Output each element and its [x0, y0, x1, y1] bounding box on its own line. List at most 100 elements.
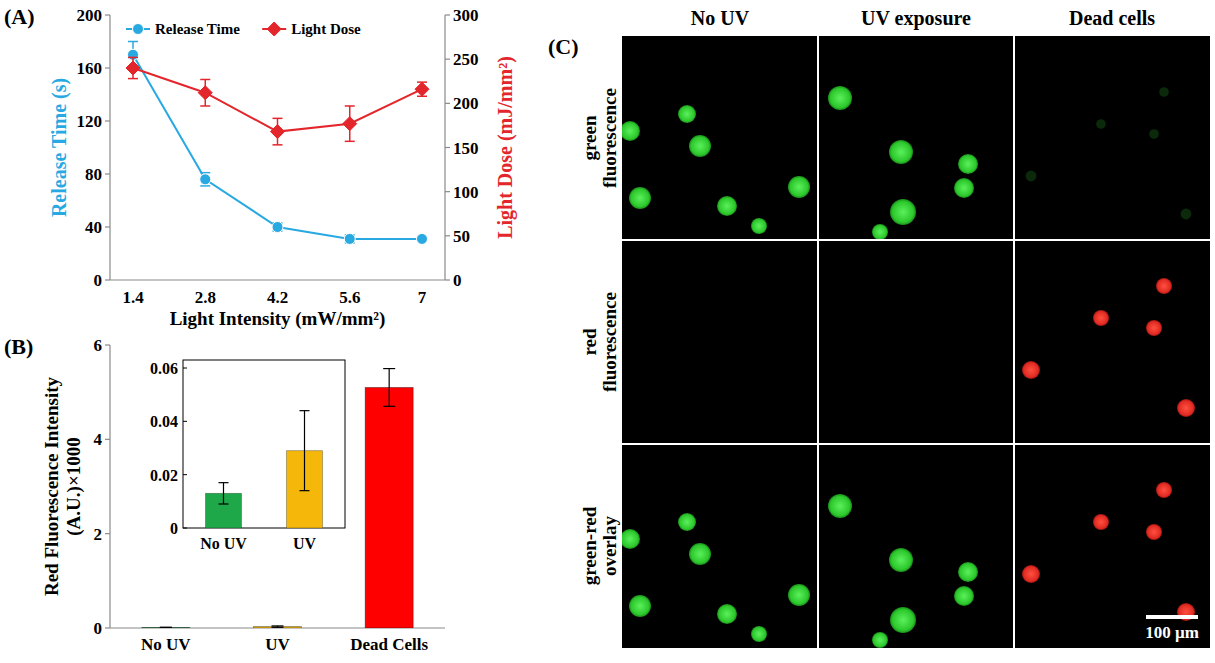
micrograph-bg [818, 36, 1014, 240]
plot-area [206, 411, 323, 528]
y-tick [105, 627, 110, 628]
error-cap [200, 79, 210, 81]
y2-tick-label: 150 [453, 139, 479, 158]
y-tick [105, 120, 110, 121]
y-axis-title: Red Fluorescence Intensity(A.U.)×1000 [41, 376, 85, 596]
cell-dot [751, 218, 767, 234]
micrograph-cell [1014, 240, 1210, 444]
panel-c: (C)No UVUV exposureDead cellsgreenfluore… [548, 7, 1210, 648]
row-head-line: fluorescence [599, 292, 620, 392]
panel-label: (C) [548, 34, 579, 59]
marker [415, 82, 429, 96]
error-cap [128, 57, 138, 59]
error-cap [219, 482, 229, 483]
y-tick [105, 67, 110, 68]
row-head-line: overlay [599, 515, 620, 576]
cell-dot [889, 548, 913, 572]
error-bar [300, 411, 310, 491]
error-cap [273, 144, 283, 146]
y-tick-label: 40 [85, 218, 102, 237]
error-cap [200, 105, 210, 107]
cell-dot [954, 178, 974, 198]
y-tick-label: 6 [94, 336, 103, 355]
x-tick-label: 2.8 [195, 288, 216, 307]
row-head: redfluorescence [579, 292, 620, 392]
y-tick [105, 14, 110, 15]
y2-tick [445, 279, 450, 280]
cell-dot [678, 513, 696, 531]
y-tick-label: 0 [170, 520, 178, 537]
cell-dot [629, 187, 651, 209]
y2-tick [445, 59, 450, 60]
y2-tick-label: 50 [453, 227, 470, 246]
micrograph-cell [818, 36, 1014, 240]
y2-tick-label: 0 [453, 271, 462, 290]
y-tick-label: 160 [77, 59, 103, 78]
error-bar [383, 369, 395, 407]
y-axis-title-line: Red Fluorescence Intensity [41, 376, 62, 596]
y2-tick-label: 250 [453, 50, 479, 69]
cell-dot [622, 529, 640, 549]
error-cap [128, 41, 138, 43]
error-stem [389, 369, 390, 407]
row-head-line: red [579, 328, 600, 356]
marker [200, 174, 211, 185]
legend-label: Release Time [155, 21, 240, 37]
y-axis-line [109, 15, 110, 280]
cell-dot [751, 626, 767, 642]
y-tick-label: 4 [94, 430, 103, 449]
micrograph-bg [622, 240, 818, 444]
error-cap [128, 78, 138, 80]
y-tick-label: 0.04 [150, 413, 178, 430]
error-cap [300, 410, 310, 411]
y-tick [183, 474, 187, 475]
error-cap [272, 625, 284, 626]
micrograph-cell [1014, 36, 1210, 240]
marker [271, 125, 285, 139]
error-cap [219, 503, 229, 504]
y-tick [105, 344, 110, 345]
cell-dot [889, 140, 913, 164]
y2-tick-label: 200 [453, 94, 479, 113]
micrograph-cell [818, 240, 1014, 444]
x-tick-label: 5.6 [339, 288, 360, 307]
bar [365, 387, 413, 628]
micrograph-bg [622, 444, 818, 648]
cell-dot [954, 586, 974, 606]
row-head-line: green [579, 115, 600, 160]
scale-bar-label: 100 µm [1145, 623, 1199, 642]
error-cap [273, 118, 283, 120]
y2-tick [445, 191, 450, 192]
y-tick [105, 279, 110, 280]
micrograph-bg [818, 444, 1014, 648]
y-axis-line [109, 345, 110, 628]
y-tick [105, 533, 110, 534]
cell-dot [1181, 209, 1192, 220]
micrograph-cell [818, 444, 1014, 648]
cell-dot [872, 224, 888, 240]
marker [198, 86, 212, 100]
cell-dot [1022, 361, 1040, 379]
x-tick-label: Dead Cells [350, 635, 428, 654]
y2-tick [445, 14, 450, 15]
x-tick-label: 1.4 [122, 288, 144, 307]
x-tick-label: No UV [141, 635, 191, 654]
y-tick [105, 173, 110, 174]
column-head: Dead cells [1069, 7, 1155, 29]
y-tick-label: 120 [77, 112, 103, 131]
separator [622, 239, 1210, 241]
scale-bar [1146, 615, 1198, 619]
y2-tick [445, 147, 450, 148]
column-head: UV exposure [861, 7, 971, 30]
error-stem [223, 483, 224, 504]
cell-dot [788, 176, 810, 198]
cell-dot [1096, 119, 1106, 129]
micrograph-cell [622, 36, 818, 240]
x-axis-title: Light Intensity (mW/mm²) [170, 308, 386, 330]
legend: Release TimeLight Dose [126, 21, 361, 37]
cell-dot [1156, 482, 1172, 498]
cell-dot [717, 196, 737, 216]
y-tick-label: 0 [94, 271, 103, 290]
cell-dot [890, 607, 916, 633]
error-bar [272, 626, 284, 627]
